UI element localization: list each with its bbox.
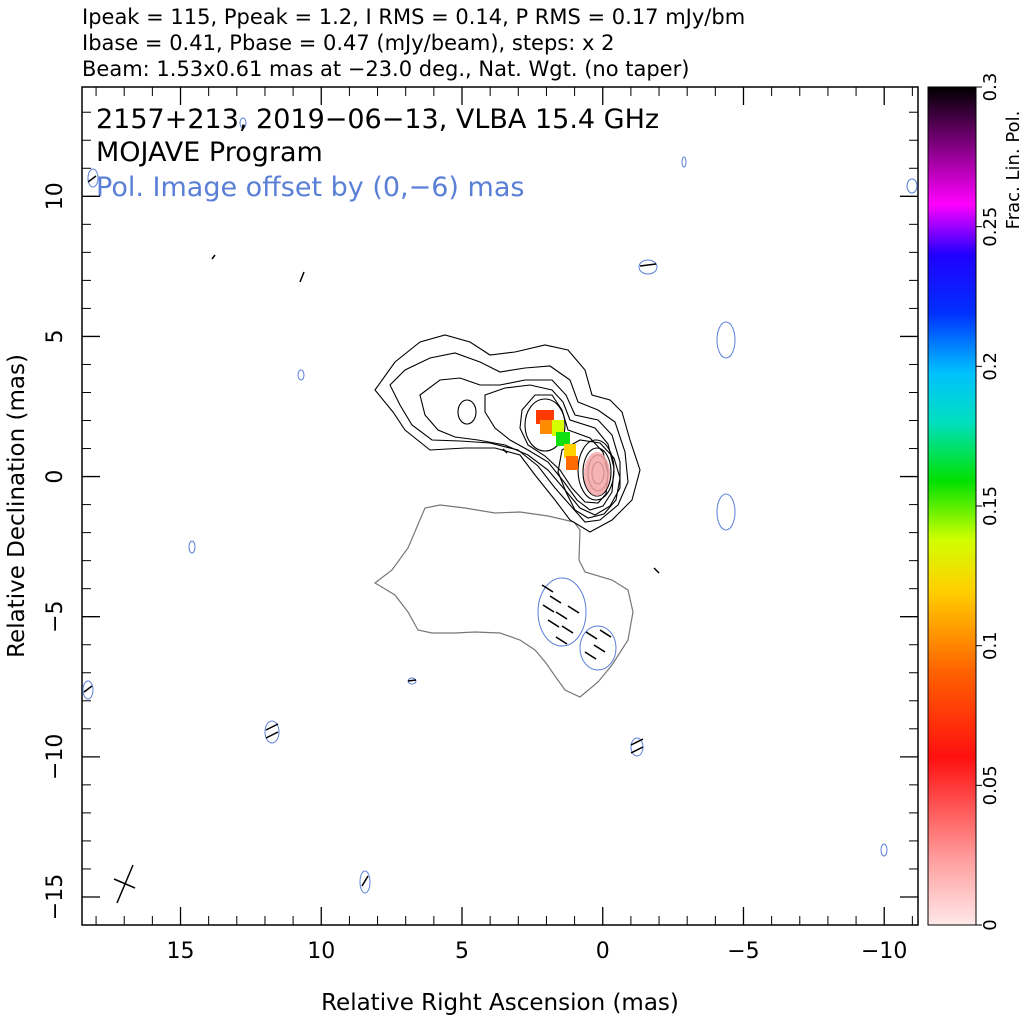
y-tick-label: 0 xyxy=(43,470,68,484)
stokes-i-contour-2 xyxy=(389,352,629,523)
stokes-i-contour-3 xyxy=(419,377,621,516)
colorbar-tick-label: 0.15 xyxy=(980,486,1001,526)
noise-contour xyxy=(681,156,687,168)
x-tick-label: 5 xyxy=(455,939,469,964)
x-tick-label: 15 xyxy=(167,939,195,964)
stokes-i-contour-6 xyxy=(524,398,566,452)
noise-evpa-ticks xyxy=(83,175,660,887)
noise-contour xyxy=(87,168,99,188)
y-tick-label: 5 xyxy=(43,329,68,343)
noise-contour xyxy=(638,259,658,275)
x-axis-label: Relative Right Ascension (mas) xyxy=(321,990,679,1016)
stokes-i-contour-core-ext xyxy=(557,439,621,519)
y-tick-label: −15 xyxy=(43,874,68,920)
beam-marker xyxy=(113,864,136,904)
stokes-i-contour-11 xyxy=(457,399,477,425)
pol-image-contour xyxy=(373,504,634,698)
x-tick-label: −10 xyxy=(861,939,907,964)
frac-pol-fill xyxy=(536,410,610,496)
stokes-i-contour-outer xyxy=(374,334,641,533)
colorbar-tick-label: 0.05 xyxy=(980,765,1001,805)
header-line-1: Ipeak = 115, Ppeak = 1.2, I RMS = 0.14, … xyxy=(82,5,745,29)
noise-contour xyxy=(188,540,196,554)
frac-pol-green xyxy=(556,432,570,446)
noise-contour xyxy=(906,178,918,194)
y-tick-label: −5 xyxy=(43,600,68,632)
y-tick-label: 10 xyxy=(43,182,68,210)
colorbar-tick-label: 0.3 xyxy=(980,73,1001,102)
colorbar-tick-label: 0.2 xyxy=(980,352,1001,381)
program-annotation: MOJAVE Program xyxy=(96,137,323,168)
pol-patch-lower-2 xyxy=(579,625,617,671)
colorbar-ticks: 0 0.05 0.1 0.15 0.2 0.25 0.3 xyxy=(976,73,1001,931)
header-line-2: Ibase = 0.41, Pbase = 0.47 (mJy/beam), s… xyxy=(82,31,614,55)
noise-contour xyxy=(297,369,305,381)
frac-pol-orange xyxy=(540,420,552,434)
colorbar-label: Frac. Lin. Pol. xyxy=(1003,111,1024,230)
source-annotation: 2157+213, 2019−06−13, VLBA 15.4 GHz xyxy=(96,104,659,135)
x-tick-label: −5 xyxy=(727,939,759,964)
noise-contour xyxy=(359,870,371,894)
noise-contours xyxy=(82,117,918,894)
noise-contour xyxy=(239,117,247,129)
noise-contour xyxy=(264,720,280,744)
noise-contour xyxy=(716,493,736,531)
y-tick-label: −10 xyxy=(43,734,68,780)
noise-contour xyxy=(82,680,94,700)
axis-ticks xyxy=(82,87,918,926)
noise-contour xyxy=(880,843,888,857)
frac-pol-core xyxy=(584,452,610,496)
y-axis-label: Relative Declination (mas) xyxy=(4,354,30,658)
colorbar-tick-label: 0 xyxy=(980,919,1001,930)
plot-area: 2157+213, 2019−06−13, VLBA 15.4 GHz MOJA… xyxy=(43,86,919,964)
offset-annotation: Pol. Image offset by (0,−6) mas xyxy=(96,172,524,203)
pol-patches xyxy=(537,577,617,671)
colorbar-tick-label: 0.25 xyxy=(980,207,1001,247)
x-tick-label: 10 xyxy=(307,939,335,964)
evpa-ticks-lower xyxy=(541,584,612,660)
axis-tick-labels: 15 10 5 0 −5 −10 10 5 0 −5 −10 −15 xyxy=(43,182,907,964)
header-line-3: Beam: 1.53x0.61 mas at −23.0 deg., Nat. … xyxy=(82,57,689,81)
colorbar xyxy=(927,86,977,926)
plot-frame xyxy=(81,86,919,926)
x-tick-label: 0 xyxy=(596,939,610,964)
noise-contour xyxy=(716,321,736,359)
stokes-i-contour-5 xyxy=(519,394,609,504)
pol-patch-lower-1 xyxy=(537,577,587,647)
stokes-i-contour-4 xyxy=(484,384,615,511)
frac-pol-yellow2 xyxy=(564,444,576,458)
frac-pol-orange2 xyxy=(566,456,578,470)
colorbar-tick-label: 0.1 xyxy=(980,631,1001,660)
